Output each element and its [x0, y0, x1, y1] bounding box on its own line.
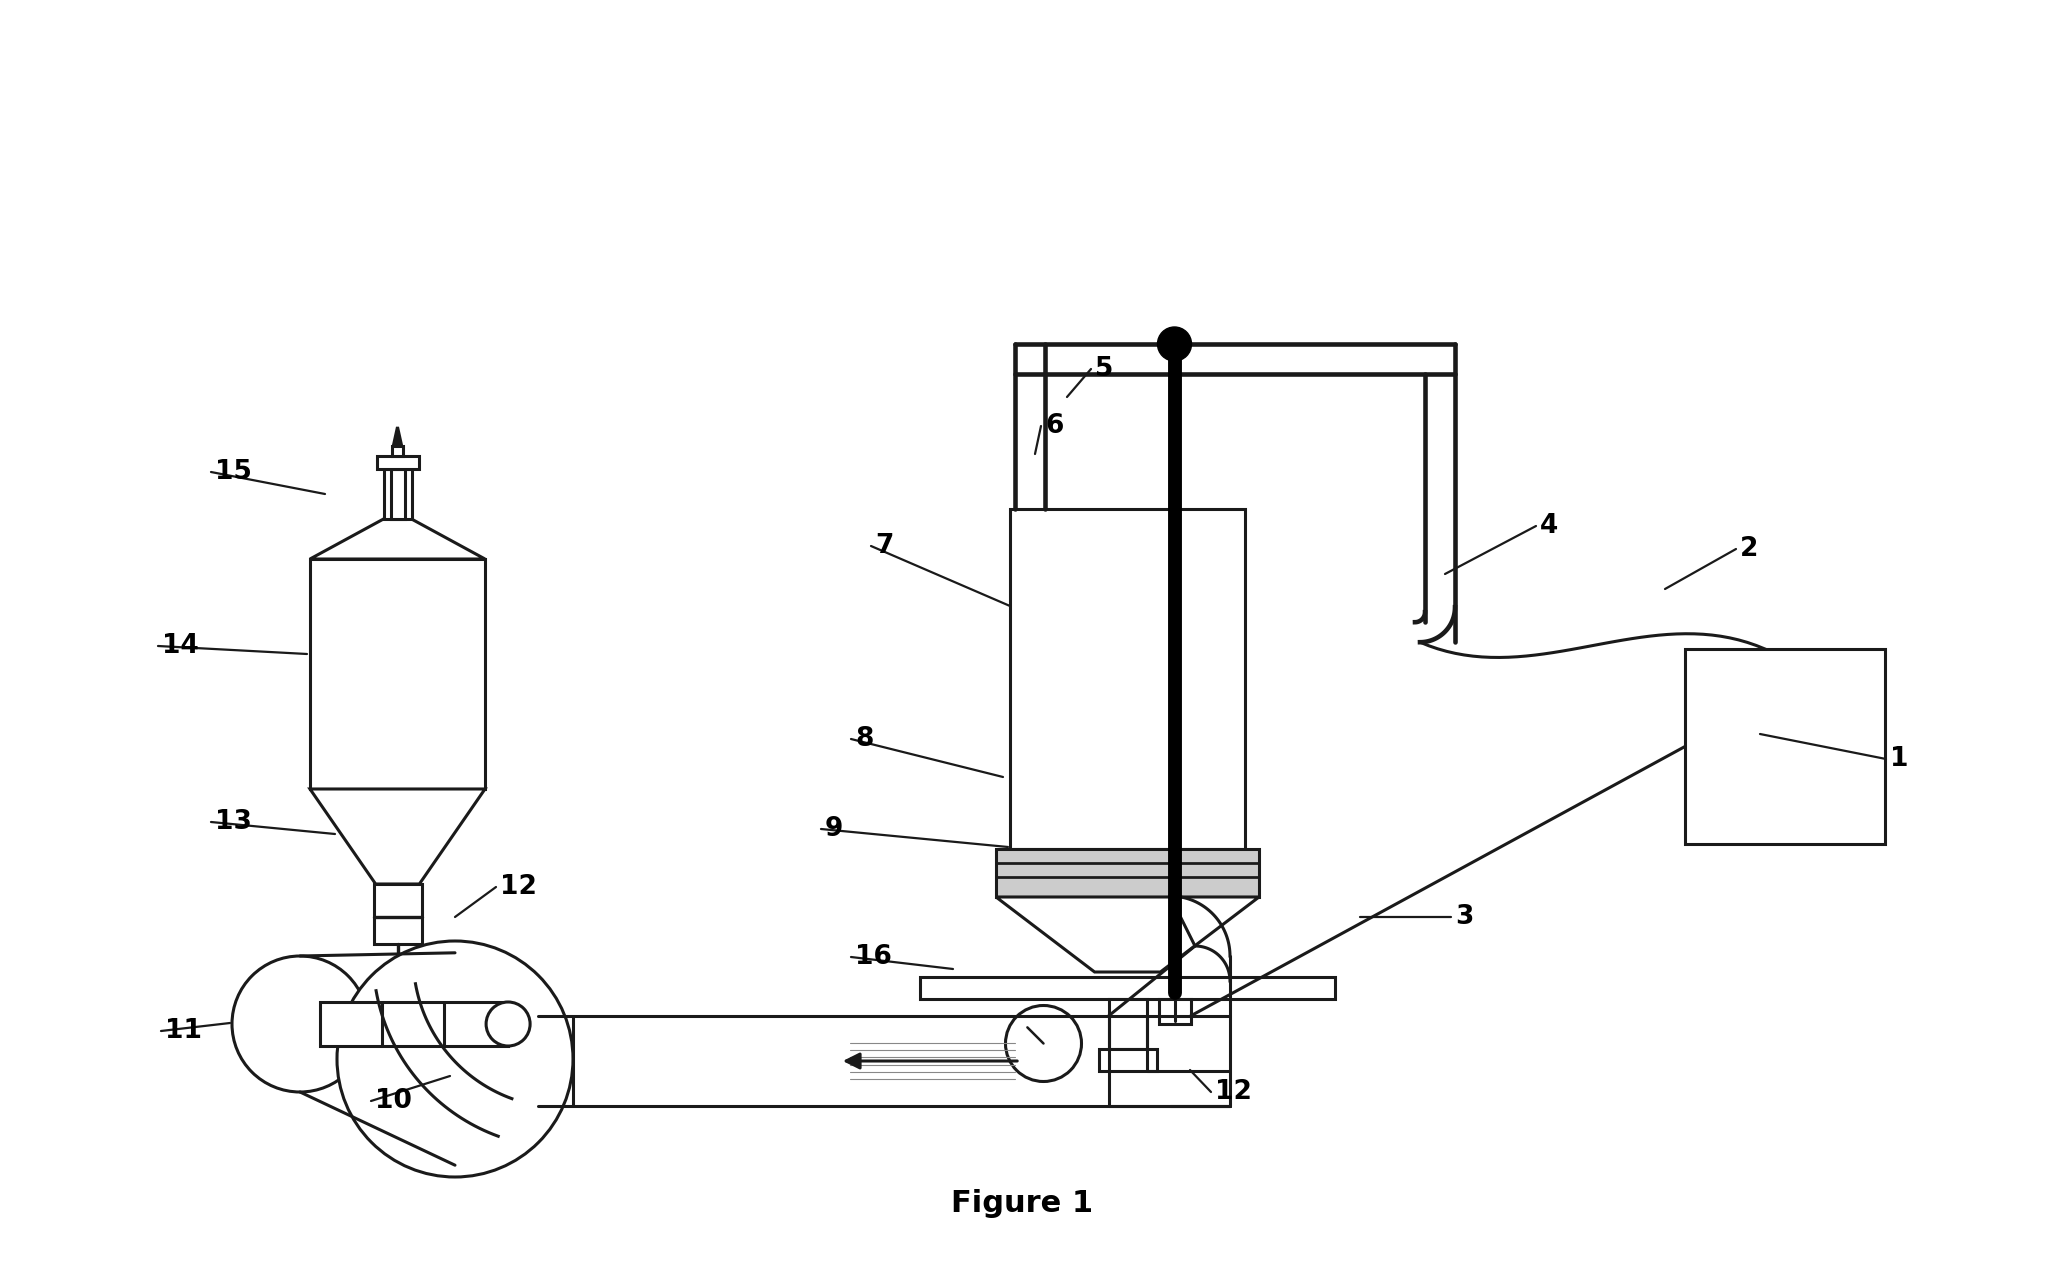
Text: Figure 1: Figure 1 [951, 1189, 1094, 1218]
Polygon shape [311, 789, 485, 884]
Text: 15: 15 [215, 459, 252, 485]
Text: 10: 10 [374, 1088, 411, 1114]
Bar [1010, 509, 1245, 849]
Bar [996, 849, 1260, 897]
Bar [321, 1002, 507, 1047]
Bar [1108, 999, 1147, 1049]
Bar [393, 446, 403, 456]
Bar [374, 884, 421, 944]
Text: 14: 14 [162, 633, 198, 659]
Text: 4: 4 [1540, 513, 1558, 538]
Bar [1098, 1049, 1157, 1071]
Bar [376, 456, 419, 469]
Circle shape [487, 1002, 530, 1047]
Bar [391, 469, 405, 520]
Text: 13: 13 [215, 809, 252, 836]
Circle shape [337, 940, 573, 1177]
Polygon shape [393, 427, 401, 446]
Polygon shape [996, 897, 1260, 972]
Circle shape [231, 956, 368, 1092]
Bar [920, 977, 1335, 999]
Text: 6: 6 [1045, 413, 1063, 439]
Bar [311, 559, 485, 789]
Text: 2: 2 [1740, 536, 1759, 562]
Bar [1685, 648, 1885, 844]
Text: 16: 16 [855, 944, 892, 969]
Circle shape [1157, 327, 1192, 362]
Text: 11: 11 [166, 1018, 202, 1044]
Text: 5: 5 [1094, 356, 1112, 382]
Text: 8: 8 [855, 726, 873, 752]
Text: 1: 1 [1890, 746, 1908, 772]
Text: 12: 12 [499, 873, 538, 900]
Polygon shape [311, 520, 485, 559]
Text: 9: 9 [824, 817, 843, 842]
Text: 7: 7 [875, 533, 894, 559]
Text: 3: 3 [1454, 904, 1472, 930]
Bar [1160, 999, 1190, 1024]
Text: 12: 12 [1215, 1079, 1252, 1105]
Bar [384, 469, 411, 520]
Circle shape [1006, 1005, 1082, 1082]
